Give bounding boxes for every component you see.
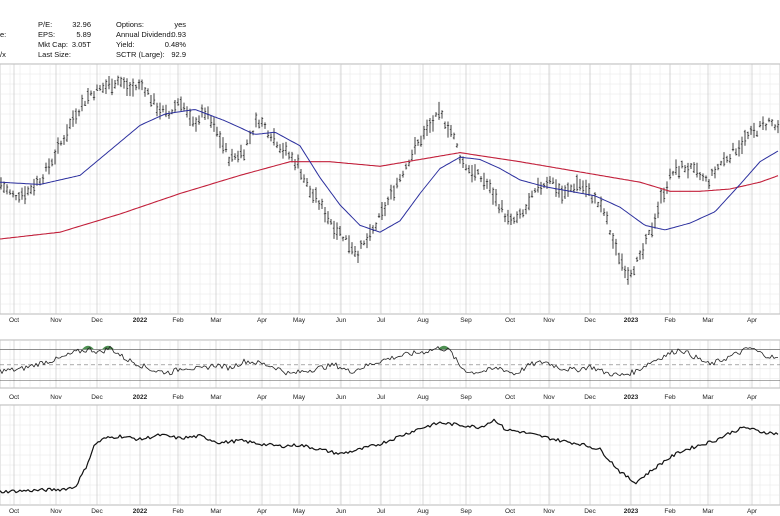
lower-axis-tick-label: Dec bbox=[91, 508, 103, 515]
eps-label: EPS: bbox=[38, 30, 55, 39]
lower-axis-tick-label: Aug bbox=[417, 508, 429, 515]
lower-axis-tick-label: Sep bbox=[460, 508, 472, 515]
sctr-value: 92.9 bbox=[171, 50, 186, 59]
lower-axis-tick-label: Oct bbox=[9, 508, 19, 515]
lower-axis-tick-label: Jul bbox=[377, 508, 386, 515]
lower-axis-tick-label: Mar bbox=[702, 508, 714, 515]
price-axis-tick-label: Dec bbox=[584, 317, 596, 324]
lower-axis-tick-label: 2023 bbox=[624, 508, 639, 515]
indicator-axis-tick-label: Mar bbox=[210, 394, 222, 401]
eps-value: 5.89 bbox=[76, 30, 91, 39]
indicator-axis-tick-label: Aug bbox=[417, 394, 429, 401]
lower-axis-tick-label: Jun bbox=[336, 508, 347, 515]
indicator-axis-tick-label: Nov bbox=[543, 394, 555, 401]
ma200-line bbox=[0, 152, 779, 240]
price-axis-tick-label: Apr bbox=[747, 317, 758, 324]
lower-axis-tick-label: Feb bbox=[664, 508, 676, 515]
sctr-label: SCTR (Large): bbox=[116, 50, 165, 59]
lower-panel bbox=[0, 404, 780, 506]
indicator-axis-tick-label: Nov bbox=[50, 394, 62, 401]
indicator-axis-tick-label: 2023 bbox=[624, 394, 639, 401]
yield-label: Yield: bbox=[116, 40, 134, 49]
left-fragment-2: e: bbox=[0, 30, 6, 39]
overbought-fill-0 bbox=[82, 345, 94, 350]
pe-value: 32.96 bbox=[72, 20, 91, 29]
price-axis-tick-label: Oct bbox=[505, 317, 515, 324]
yield-value: 0.48% bbox=[165, 40, 187, 49]
price-axis-tick-label: Apr bbox=[257, 317, 268, 324]
lower-axis-tick-label: Apr bbox=[257, 508, 268, 515]
indicator-x-axis: Oct Nov Dec 2022 Feb Mar Apr May Jun Jul Aug Sep Oct… bbox=[9, 394, 758, 401]
price-axis-tick-label: Mar bbox=[702, 317, 714, 324]
indicator-axis-tick-label: 2022 bbox=[133, 394, 148, 401]
header-info: P/E: 32.96 Options: yes e: EPS: 5.89 Ann… bbox=[0, 20, 186, 59]
lower-axis-tick-label: May bbox=[293, 508, 306, 515]
indicator-axis-tick-label: Dec bbox=[91, 394, 103, 401]
indicator-panel bbox=[0, 339, 780, 389]
overbought-fill-1 bbox=[102, 345, 114, 350]
price-axis-tick-label: Nov bbox=[543, 317, 555, 324]
price-axis-tick-label: Nov bbox=[50, 317, 62, 324]
indicator-axis-tick-label: Mar bbox=[702, 394, 714, 401]
lastsize-label: Last Size: bbox=[38, 50, 71, 59]
price-axis-tick-label: Feb bbox=[664, 317, 676, 324]
mktcap-label: Mkt Cap: bbox=[38, 40, 68, 49]
lower-axis-tick-label: Nov bbox=[543, 508, 555, 515]
options-label: Options: bbox=[116, 20, 144, 29]
price-axis-tick-label: Oct bbox=[9, 317, 19, 324]
pe-label: P/E: bbox=[38, 20, 52, 29]
price-axis-tick-label: Mar bbox=[210, 317, 222, 324]
price-axis-tick-label: Sep bbox=[460, 317, 472, 324]
indicator-axis-tick-label: Jul bbox=[377, 394, 386, 401]
indicator-axis-tick-label: May bbox=[293, 394, 306, 401]
indicator-axis-tick-label: Apr bbox=[747, 394, 758, 401]
price-axis-tick-label: 2023 bbox=[624, 317, 639, 324]
lower-axis-tick-label: 2022 bbox=[133, 508, 148, 515]
indicator-axis-tick-label: Feb bbox=[664, 394, 676, 401]
price-axis-tick-label: May bbox=[293, 317, 306, 324]
price-axis-tick-label: Aug bbox=[417, 317, 429, 324]
price-axis-tick-label: Feb bbox=[172, 317, 184, 324]
indicator-axis-tick-label: Oct bbox=[9, 394, 19, 401]
price-axis-tick-label: Jun bbox=[336, 317, 347, 324]
price-x-axis: Oct Nov Dec 2022 Feb Mar Apr May Jun Jul Aug Sep Oct… bbox=[9, 317, 758, 324]
indicator-axis-tick-label: Feb bbox=[172, 394, 184, 401]
lower-x-axis: Oct Nov Dec 2022 Feb Mar Apr May Jun Jul Aug Sep Oct… bbox=[9, 508, 758, 515]
indicator-line bbox=[0, 345, 778, 377]
mktcap-value: 3.05T bbox=[72, 40, 92, 49]
lower-axis-tick-label: Apr bbox=[747, 508, 758, 515]
price-axis-tick-label: Dec bbox=[91, 317, 103, 324]
overbought-fill-2 bbox=[438, 345, 450, 350]
lower-axis-tick-label: Mar bbox=[210, 508, 222, 515]
indicator-axis-tick-label: Apr bbox=[257, 394, 268, 401]
annual-dividend-value: 0.93 bbox=[171, 30, 186, 39]
price-panel bbox=[0, 63, 780, 315]
indicator-axis-tick-label: Jun bbox=[336, 394, 347, 401]
annual-dividend-label: Annual Dividend: bbox=[116, 30, 173, 39]
price-bars bbox=[0, 75, 780, 285]
options-value: yes bbox=[174, 20, 186, 29]
indicator-axis-tick-label: Oct bbox=[505, 394, 515, 401]
price-axis-tick-label: 2022 bbox=[133, 317, 148, 324]
price-axis-tick-label: Jul bbox=[377, 317, 386, 324]
lower-axis-tick-label: Dec bbox=[584, 508, 596, 515]
left-fragment-4: /x bbox=[0, 50, 6, 59]
indicator-axis-tick-label: Dec bbox=[584, 394, 596, 401]
lower-axis-tick-label: Nov bbox=[50, 508, 62, 515]
lower-axis-tick-label: Oct bbox=[505, 508, 515, 515]
indicator-axis-tick-label: Sep bbox=[460, 394, 472, 401]
lower-line bbox=[0, 418, 779, 494]
ma50-line bbox=[0, 109, 779, 233]
lower-axis-tick-label: Feb bbox=[172, 508, 184, 515]
